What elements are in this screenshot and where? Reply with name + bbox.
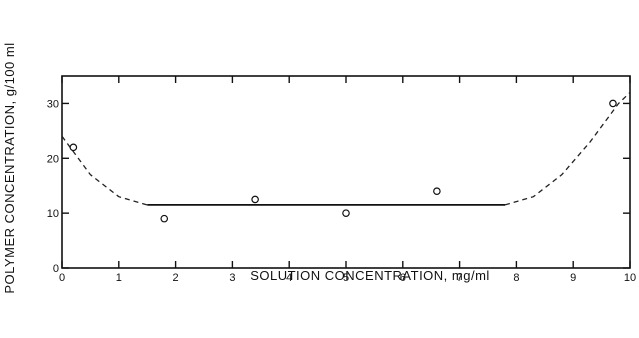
fit-curve-right-dashed <box>504 92 631 206</box>
data-points <box>69 99 617 223</box>
fit-curve <box>61 92 631 206</box>
data-point <box>251 195 259 204</box>
y-tick-label: 10 <box>47 208 59 220</box>
tick-labels: 0 1 2 3 4 5 6 7 8 9 10 0 10 20 30 <box>47 98 636 284</box>
data-point <box>69 143 78 152</box>
plot-border <box>61 75 631 269</box>
plot-frame <box>61 75 631 269</box>
data-point <box>160 214 169 223</box>
x-tick-label: 1 <box>116 272 122 284</box>
fit-curve-left-dashed <box>61 135 148 206</box>
x-tick-label: 3 <box>229 272 235 284</box>
x-tick-label: 2 <box>173 272 179 284</box>
x-tick-label: 7 <box>457 272 463 284</box>
x-tick-label: 5 <box>343 272 349 284</box>
y-tick-label: 0 <box>53 263 59 275</box>
y-tick-label: 30 <box>47 98 59 110</box>
axis-ticks <box>61 76 631 269</box>
data-point <box>609 99 617 108</box>
x-tick-label: 0 <box>59 272 65 284</box>
x-tick-label: 6 <box>400 272 406 284</box>
data-point <box>342 209 350 217</box>
x-tick-label: 10 <box>624 272 636 284</box>
x-axis-title: SOLUTION CONCENTRATION, mg/ml <box>250 268 490 283</box>
data-point <box>433 187 441 196</box>
y-tick-label: 20 <box>47 153 59 165</box>
x-tick-label: 9 <box>570 272 576 284</box>
x-tick-label: 8 <box>513 272 519 284</box>
y-axis-title: POLYMER CONCENTRATION, g/100 ml <box>2 42 17 293</box>
x-tick-label: 4 <box>286 272 292 284</box>
